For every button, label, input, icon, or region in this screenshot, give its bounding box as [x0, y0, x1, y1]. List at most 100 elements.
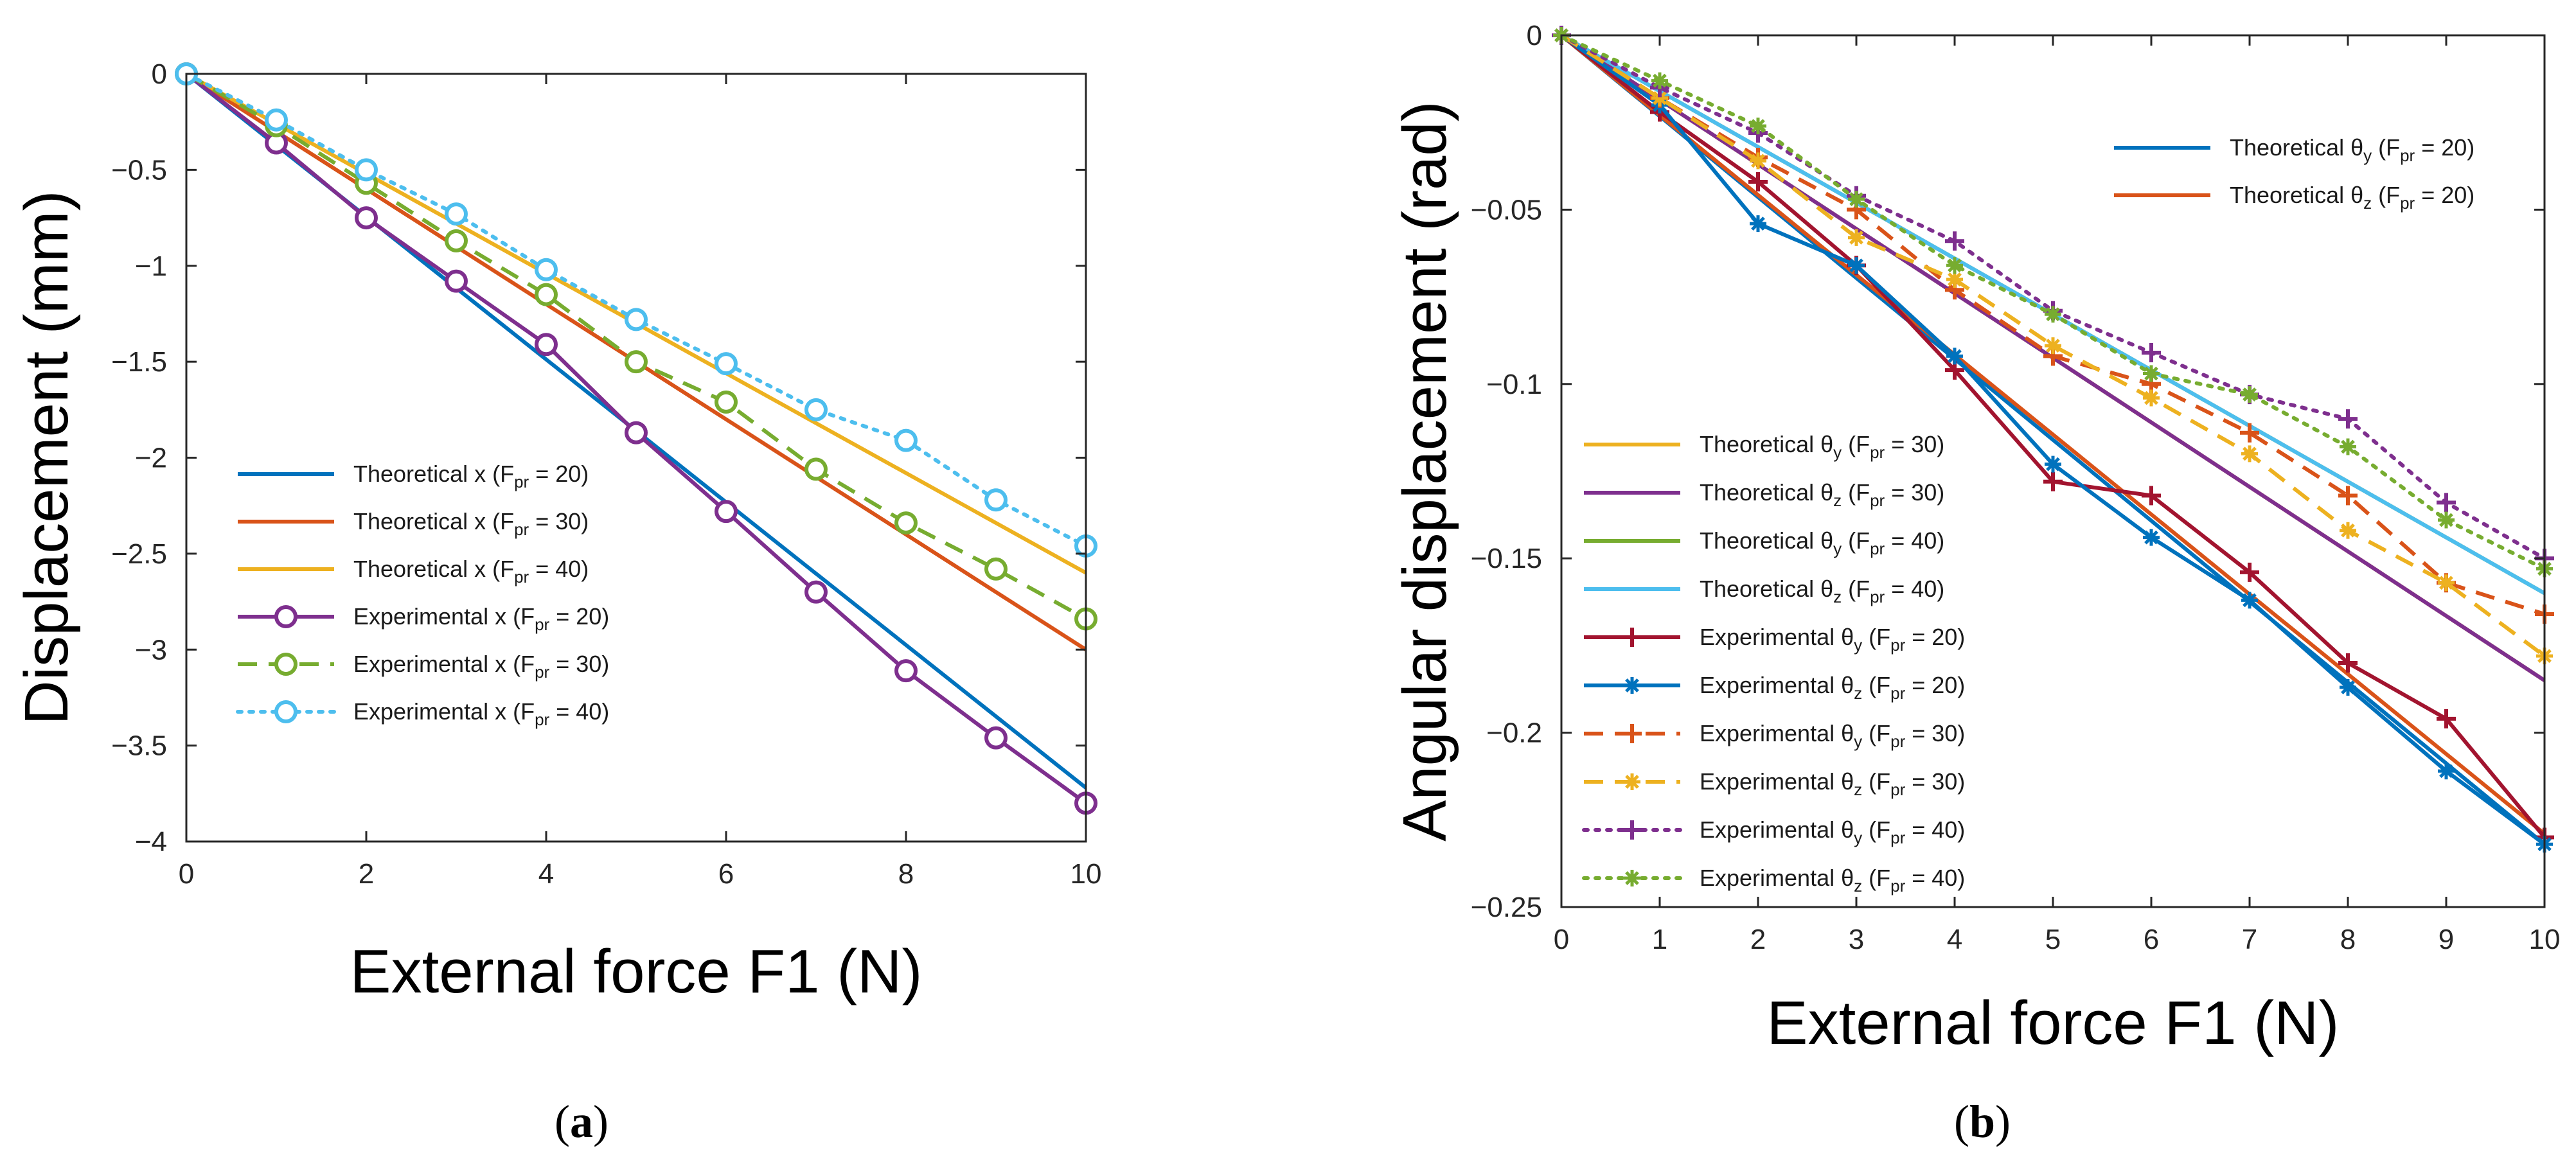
data-point-5-4	[535, 258, 558, 281]
legend-marker-6	[1622, 628, 1642, 647]
data-point-7-8	[2340, 679, 2356, 696]
data-point-9-8	[2340, 522, 2356, 539]
legend-label-4: Experimental x (Fpr = 30)	[353, 651, 609, 682]
legend-label-10: Experimental θy (Fpr = 40)	[1700, 816, 1965, 847]
legend-label-5: Theoretical θz (Fpr = 40)	[1700, 576, 1944, 606]
legend-marker-10	[1622, 820, 1642, 840]
data-point-4-3	[445, 229, 468, 252]
data-point-3-6	[715, 500, 738, 524]
x-tick-label: 4	[538, 858, 554, 890]
plot-area-box	[185, 73, 1087, 843]
legend-label-11: Experimental θz (Fpr = 40)	[1700, 865, 1965, 895]
data-point-8-7	[2240, 423, 2259, 443]
legend-marker-8	[1622, 724, 1642, 743]
data-point-6-6	[2142, 486, 2161, 506]
data-point-5-5	[625, 308, 648, 331]
legend-label-2: Theoretical x (Fpr = 40)	[353, 556, 589, 586]
data-point-8-8	[2338, 486, 2358, 506]
y-tick-label: −2.5	[111, 538, 167, 570]
legend-marker-4	[274, 653, 298, 676]
x-tick-label: 3	[1849, 924, 1864, 955]
data-point-10-9	[2437, 493, 2456, 513]
data-point-9-5	[2045, 337, 2061, 355]
y-tick-label: −0.2	[1486, 718, 1542, 749]
data-point-7-6	[2143, 529, 2160, 546]
panel-label-b: (b)	[1954, 1096, 2011, 1147]
y-tick-label: 0	[152, 58, 167, 90]
legend-marker-3	[274, 605, 298, 628]
data-point-4-8	[894, 511, 918, 535]
x-tick-label: 0	[179, 858, 194, 890]
legend-label-7: Experimental θz (Fpr = 20)	[1700, 672, 1965, 703]
data-point-5-6	[715, 352, 738, 376]
series-group	[175, 62, 1097, 815]
data-point-7-4	[1946, 348, 1963, 365]
legend-label-4: Theoretical θy (Fpr = 40)	[1700, 527, 1944, 558]
x-tick-label: 10	[2529, 924, 2561, 955]
y-tick-label: −3	[135, 634, 167, 666]
chart-b: 0 1 2 3 4 5 6 7 8 9 10 0 −0.05 −0.1 −0.15 −0.2 −0.25 Exte…	[1390, 20, 2560, 1057]
x-tick-label: 0	[1554, 924, 1569, 955]
y-tick-label: −0.05	[1471, 194, 1542, 225]
data-point-5-3	[445, 202, 468, 226]
data-point-3-9	[984, 726, 1008, 750]
legend-label-1: Theoretical θz (Fpr = 20)	[2230, 182, 2474, 213]
data-point-7-3	[1848, 257, 1865, 274]
data-point-7-5	[2045, 455, 2061, 473]
data-point-3-3	[445, 269, 468, 293]
legend-label-3: Experimental x (Fpr = 20)	[353, 603, 609, 634]
data-point-3-7	[804, 580, 828, 604]
data-point-7-2	[1750, 215, 1766, 233]
series-line-9	[1560, 33, 2546, 658]
x-tick-label: 1	[1652, 924, 1667, 955]
legend-label-3: Theoretical θz (Fpr = 30)	[1700, 479, 1944, 510]
data-point-5-2	[355, 158, 378, 182]
data-point-11-4	[1946, 257, 1963, 274]
data-point-7-9	[2438, 763, 2455, 780]
data-point-6-2	[1748, 172, 1768, 191]
y-tick-label: −0.5	[111, 154, 167, 186]
x-tick-label: 6	[718, 858, 734, 890]
x-tick-label: 8	[898, 858, 914, 890]
x-axis-title: External force F1 (N)	[1767, 989, 2340, 1057]
data-point-9-4	[1946, 270, 1963, 288]
legend-label-1: Theoretical x (Fpr = 30)	[353, 508, 589, 539]
data-point-11-3	[1848, 191, 1865, 208]
data-point-11-6	[2143, 365, 2160, 382]
data-point-5-9	[984, 488, 1008, 512]
data-point-11-8	[2340, 438, 2356, 455]
data-point-11-5	[2045, 306, 2061, 323]
legend-label-0: Theoretical x (Fpr = 20)	[353, 461, 589, 491]
x-tick-label: 2	[359, 858, 374, 890]
y-tick-label: −0.25	[1471, 892, 1542, 923]
series-group	[1552, 26, 2554, 853]
data-point-5-7	[804, 398, 828, 421]
data-point-9-3	[1848, 229, 1865, 246]
y-tick-label: −4	[135, 826, 167, 858]
y-tick-label: −3.5	[111, 730, 167, 762]
data-point-6-8	[2338, 653, 2358, 673]
x-tick-label: 8	[2340, 924, 2356, 955]
legend: Theoretical x (Fpr = 20) Theoretical x (F…	[236, 461, 609, 729]
x-axis-title: External force F1 (N)	[350, 937, 923, 1006]
data-point-4-9	[984, 557, 1008, 581]
data-point-10-4	[1945, 231, 1964, 251]
legend: Theoretical θy (Fpr = 20) Theoretical θz …	[2114, 134, 2474, 213]
data-point-4-7	[804, 457, 828, 481]
data-point-5-1	[265, 108, 288, 132]
data-point-9-1	[1651, 89, 1668, 107]
x-tick-label: 4	[1947, 924, 1962, 955]
data-point-9-7	[2241, 445, 2258, 463]
data-point-9-9	[2438, 574, 2455, 592]
data-point-5-8	[894, 428, 918, 452]
x-tick-label: 2	[1750, 924, 1766, 955]
data-point-6-7	[2240, 562, 2259, 582]
y-tick-label: −0.15	[1471, 543, 1542, 574]
y-tick-label: −2	[135, 443, 167, 474]
x-tick-label: 6	[2144, 924, 2159, 955]
panel-label-a: (a)	[555, 1096, 608, 1147]
data-point-3-8	[894, 659, 918, 683]
y-axis-title: Displacement (mm)	[12, 190, 81, 725]
legend-marker-11	[1624, 870, 1640, 886]
